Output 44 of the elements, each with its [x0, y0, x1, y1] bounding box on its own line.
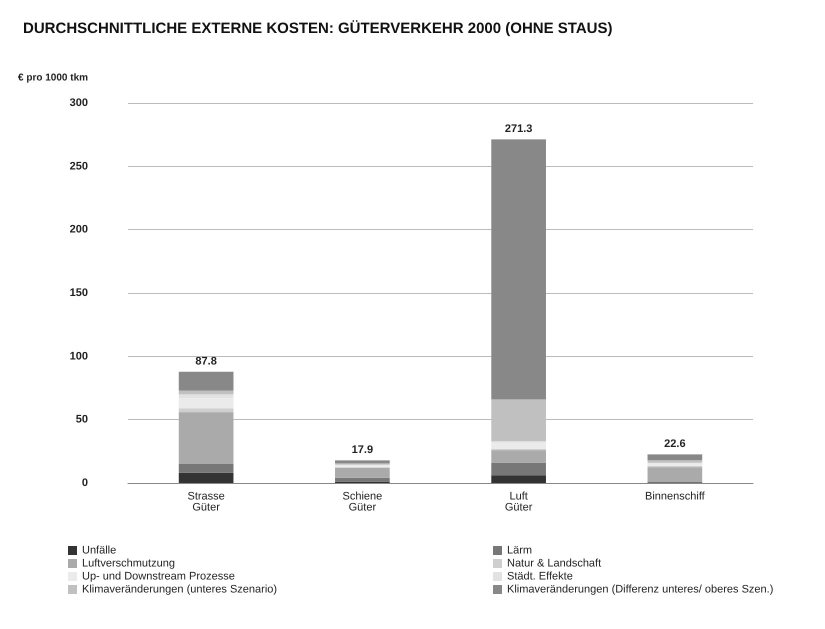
x-tick-label: Binnenschiff [645, 490, 706, 502]
bar [178, 464, 234, 473]
bar [178, 390, 234, 394]
bar [491, 442, 546, 449]
y-tick-label: 250 [70, 160, 88, 172]
bar [178, 398, 234, 408]
bar [491, 475, 546, 483]
bar [335, 478, 390, 482]
bar [491, 462, 546, 476]
legend-label: Klimaveränderungen (Differenz unteres/ oberes Szen.) [507, 584, 774, 596]
legend-label: Klimaveränderungen (unteres Szenario) [82, 584, 278, 596]
bar [178, 472, 234, 483]
legend-label: Natur & Landschaft [507, 558, 602, 570]
bar [178, 372, 234, 391]
bar [491, 139, 546, 400]
legend-label: Lärm [507, 544, 532, 556]
x-tick-label: Schiene Güter [342, 490, 382, 514]
y-tick-label: 200 [70, 224, 88, 236]
x-tick-label: Luft Güter [504, 490, 533, 514]
legend-label: Luftverschmutzung [82, 558, 175, 570]
total-label: 271.3 [504, 122, 532, 135]
bar [648, 454, 702, 460]
total-label: 17.9 [352, 444, 374, 456]
y-tick-label: 150 [70, 287, 88, 299]
bar [648, 467, 702, 482]
bar [335, 468, 390, 478]
bar [178, 412, 234, 464]
bar [648, 463, 702, 466]
total-label: 87.8 [195, 355, 217, 368]
bar [648, 460, 702, 463]
bar [178, 408, 234, 412]
y-tick-label: 50 [76, 414, 88, 426]
legend-label: Städt. Effekte [507, 570, 573, 582]
y-tick-label: 100 [70, 350, 88, 362]
legend-label: Unfälle [82, 544, 116, 556]
y-tick-label: 300 [70, 97, 88, 109]
legend-label: Up- und Downstream Prozesse [82, 570, 235, 582]
y-axis-title: € pro 1000 tkm [18, 72, 88, 84]
bar [491, 450, 546, 463]
total-label: 22.6 [664, 438, 686, 450]
bar [335, 460, 390, 464]
y-tick-label: 0 [82, 477, 88, 489]
chart-title: DURCHSCHNITTLICHE EXTERNE KOSTEN: GÜTERVERKEHR 2000 (OHNE STAUS) [23, 20, 613, 37]
x-tick-label: Strasse Güter [187, 490, 225, 514]
